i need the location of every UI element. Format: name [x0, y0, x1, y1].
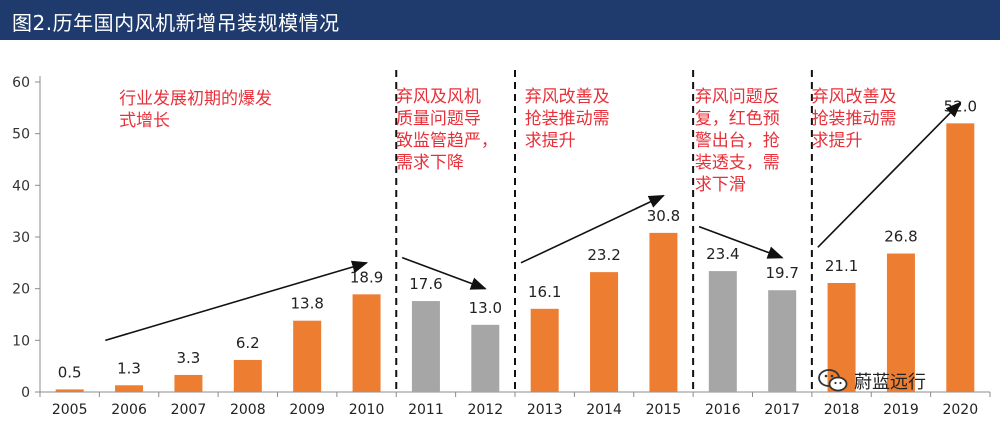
annotation-2011-2012: 弃风及风机质量问题导致监管趋严，需求下降 — [396, 87, 498, 173]
annotation-line: 复，红色预 — [695, 109, 780, 129]
value-label-2017: 19.7 — [765, 264, 798, 282]
annotation-line: 求提升 — [812, 131, 863, 151]
bar-2018 — [827, 282, 856, 392]
annotation-line: 求下滑 — [695, 175, 746, 195]
bar-2005 — [55, 389, 84, 392]
y-tick-label: 40 — [12, 178, 30, 194]
annotation-line: 弃风及风机 — [396, 87, 481, 107]
value-label-2006: 1.3 — [117, 359, 141, 377]
trend-arrow-2 — [401, 256, 487, 290]
watermark-text: 蔚蓝远行 — [854, 372, 926, 393]
annotation-line: 抢装推动需 — [812, 109, 897, 129]
category-label-2017: 2017 — [764, 402, 800, 418]
category-label-2012: 2012 — [467, 402, 503, 418]
category-label-2006: 2006 — [111, 402, 147, 418]
value-label-2015: 30.8 — [647, 207, 680, 225]
annotation-2005-2010: 行业发展初期的爆发式增长 — [119, 89, 272, 131]
bar-2008 — [233, 359, 262, 392]
value-label-2005: 0.5 — [58, 363, 82, 381]
value-label-2014: 23.2 — [587, 246, 620, 264]
annotation-line: 弃风问题反 — [695, 87, 780, 107]
value-label-2019: 26.8 — [884, 228, 917, 246]
bar-chart: 0 10 20 30 40 50 60 0.5 2005 1.3 2006 3.3 2007 6.2 200… — [12, 70, 991, 418]
annotation-line: 弃风改善及 — [812, 87, 897, 107]
category-label-2015: 2015 — [646, 402, 682, 418]
annotation-line: 抢装推动需 — [525, 109, 610, 129]
y-tick-label: 60 — [12, 75, 30, 91]
annotation-line: 警出台，抢 — [695, 131, 780, 151]
bar-2013 — [530, 308, 559, 392]
category-label-2007: 2007 — [171, 402, 207, 418]
annotation-line: 弃风改善及 — [525, 87, 610, 107]
bar-2012 — [471, 324, 500, 392]
bar-2017 — [768, 290, 797, 392]
value-label-2008: 6.2 — [236, 334, 260, 352]
category-label-2019: 2019 — [883, 402, 919, 418]
annotation-2018-2020: 弃风改善及抢装推动需求提升 — [812, 87, 897, 151]
value-label-2018: 21.1 — [825, 257, 858, 275]
annotation-line: 装透支，需 — [695, 153, 780, 173]
value-label-2012: 13.0 — [469, 299, 502, 317]
value-label-2011: 17.6 — [409, 275, 442, 293]
annotation-line: 求提升 — [525, 131, 576, 151]
y-tick-label: 10 — [12, 333, 30, 349]
bar-2006 — [115, 385, 144, 392]
bar-2009 — [293, 320, 322, 392]
value-label-2010: 18.9 — [350, 268, 383, 286]
category-label-2010: 2010 — [349, 402, 385, 418]
category-label-2013: 2013 — [527, 402, 563, 418]
annotation-line: 行业发展初期的爆发 — [119, 89, 272, 109]
bar-2016 — [708, 271, 737, 392]
annotation-2013-2015: 弃风改善及抢装推动需求提升 — [525, 87, 610, 151]
category-label-2009: 2009 — [289, 402, 325, 418]
value-label-2013: 16.1 — [528, 283, 561, 301]
value-label-2007: 3.3 — [177, 349, 201, 367]
trend-arrow-5 — [817, 101, 962, 248]
value-label-2009: 13.8 — [290, 295, 323, 313]
bar-2007 — [174, 374, 203, 392]
watermark: 蔚蓝远行 — [818, 368, 926, 394]
bar-2010 — [352, 294, 381, 392]
value-label-2020: 52.0 — [944, 97, 977, 115]
category-label-2008: 2008 — [230, 402, 266, 418]
y-tick-label: 20 — [12, 282, 30, 298]
annotation-line: 质量问题导 — [396, 109, 481, 129]
category-label-2014: 2014 — [586, 402, 622, 418]
y-tick-label: 50 — [12, 127, 30, 143]
bar-2014 — [590, 272, 619, 392]
y-tick-label: 0 — [21, 385, 30, 401]
trend-arrow-3 — [520, 194, 665, 264]
value-label-2016: 23.4 — [706, 245, 739, 263]
annotation-2016-2017: 弃风问题反复，红色预警出台，抢装透支，需求下滑 — [695, 87, 780, 195]
category-label-2011: 2011 — [408, 402, 444, 418]
category-label-2016: 2016 — [705, 402, 741, 418]
trend-arrow-4 — [698, 225, 784, 259]
bar-2015 — [649, 232, 678, 392]
title-bar: 图2.历年国内风机新增吊装规模情况 — [0, 0, 1000, 40]
category-label-2005: 2005 — [52, 402, 88, 418]
annotation-line: 致监管趋严， — [396, 131, 498, 151]
annotation-line: 式增长 — [119, 111, 170, 131]
trend-arrow-1 — [105, 260, 369, 342]
category-label-2018: 2018 — [824, 402, 860, 418]
category-label-2020: 2020 — [942, 402, 978, 418]
bar-2020 — [946, 123, 975, 392]
wechat-icon — [818, 369, 848, 392]
chart-title: 图2.历年国内风机新增吊装规模情况 — [12, 11, 340, 35]
y-tick-label: 30 — [12, 230, 30, 246]
annotation-line: 需求下降 — [396, 153, 464, 173]
bar-2011 — [411, 301, 440, 392]
bar-2019 — [886, 253, 915, 392]
